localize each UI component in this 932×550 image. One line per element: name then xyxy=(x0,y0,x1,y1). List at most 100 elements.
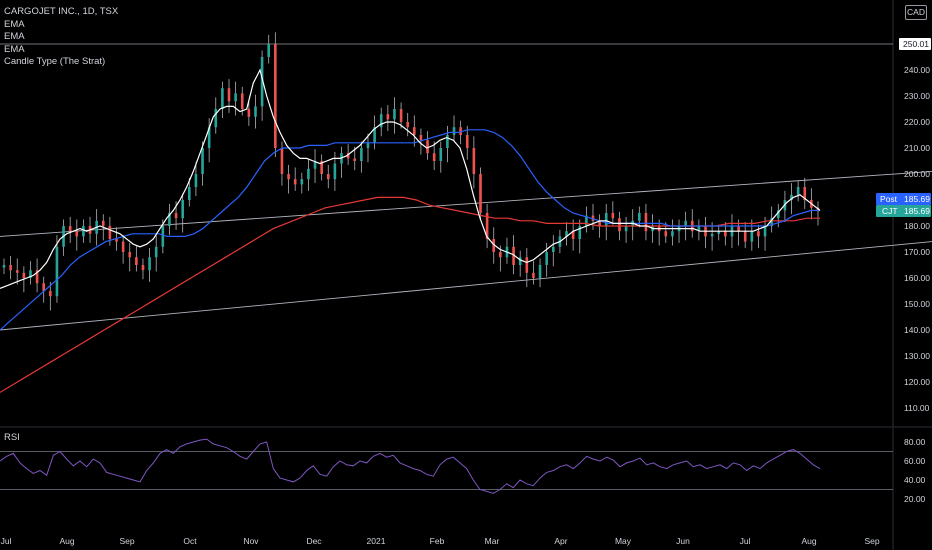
candle-body xyxy=(439,148,443,161)
candle-body xyxy=(247,109,251,117)
candle-body xyxy=(221,88,224,109)
candle-body xyxy=(148,257,151,271)
price-label-cjt-name: CJT xyxy=(882,206,898,216)
candle-body xyxy=(796,187,800,195)
candle-body xyxy=(346,153,350,159)
price-tick-label: 170.00 xyxy=(904,247,930,257)
candle-body xyxy=(2,265,6,268)
ema-mid-line xyxy=(0,129,820,331)
candle-body xyxy=(419,135,423,141)
price-label-post-name: Post xyxy=(880,194,898,204)
candle-body xyxy=(22,272,26,278)
candle-body xyxy=(776,210,780,219)
candle-body xyxy=(393,109,396,120)
candle-body xyxy=(399,109,403,122)
candle-body xyxy=(710,233,714,237)
time-tick-label: Sep xyxy=(864,536,879,546)
time-tick-label: Mar xyxy=(485,536,500,546)
rsi-tick-label: 60.00 xyxy=(904,456,926,466)
price-label-high-bg xyxy=(899,37,931,50)
candle-body xyxy=(485,213,489,239)
price-tick-label: 240.00 xyxy=(904,65,930,75)
legend-ema-1[interactable]: EMA xyxy=(4,18,25,30)
candle-body xyxy=(565,231,568,237)
ema-fast-line xyxy=(0,68,821,289)
candle-body xyxy=(161,226,165,247)
rsi-line xyxy=(0,438,821,494)
price-label-post-bg xyxy=(876,193,931,205)
candle-body xyxy=(333,163,337,180)
candle-body xyxy=(803,187,807,200)
legend-symbol[interactable]: CARGOJET INC., 1D, TSX xyxy=(4,6,119,17)
candle-body xyxy=(55,246,59,297)
candle-body xyxy=(671,231,674,237)
time-tick-label: 2021 xyxy=(367,536,386,546)
candle-body xyxy=(201,148,204,174)
time-tick-label: Feb xyxy=(430,536,445,546)
candle-body xyxy=(684,220,687,226)
time-tick-label: Apr xyxy=(554,536,567,546)
time-tick-label: May xyxy=(615,536,632,546)
candle-body xyxy=(260,57,264,107)
candle-body xyxy=(757,231,760,237)
candle-body xyxy=(545,252,548,265)
price-label-high: 250.01 xyxy=(903,39,929,49)
candle-body xyxy=(697,226,701,232)
candle-body xyxy=(128,252,132,258)
candle-body xyxy=(724,231,727,237)
legend-ema-2[interactable]: EMA xyxy=(4,31,25,42)
candle-body xyxy=(75,231,79,237)
candle-body xyxy=(214,109,218,128)
candle-body xyxy=(664,231,668,237)
candle-body xyxy=(300,179,304,185)
time-tick-label: Oct xyxy=(183,536,197,546)
candle-body xyxy=(571,231,575,239)
candle-body xyxy=(121,241,125,252)
candle-body xyxy=(188,187,191,200)
candle-body xyxy=(227,88,231,102)
ema-slow-line xyxy=(0,196,820,393)
rsi-legend[interactable]: RSI xyxy=(4,432,20,443)
candle-body xyxy=(499,252,502,258)
candle-body xyxy=(9,265,12,271)
candle-body xyxy=(168,213,171,226)
candle-body xyxy=(578,226,582,239)
candle-body xyxy=(207,127,211,148)
currency-badge[interactable]: CAD xyxy=(905,5,927,20)
legend-candle-type[interactable]: Candle Type (The Strat) xyxy=(4,56,106,67)
candle-body xyxy=(790,194,793,200)
candle-body xyxy=(267,44,271,57)
price-tick-label: 180.00 xyxy=(904,221,930,231)
candle-body xyxy=(115,239,118,242)
rsi-tick-label: 40.00 xyxy=(904,475,926,485)
candle-body xyxy=(472,148,476,174)
candle-body xyxy=(320,161,323,174)
time-tick-label: Aug xyxy=(59,536,74,546)
candle-body xyxy=(49,291,52,297)
candle-body xyxy=(68,226,72,232)
candle-body xyxy=(101,220,105,226)
candle-body xyxy=(591,215,595,221)
candle-body xyxy=(406,122,409,128)
legend-ema-3[interactable]: EMA xyxy=(4,43,25,55)
candle-body xyxy=(432,153,436,161)
candle-body xyxy=(108,226,112,239)
candle-body xyxy=(353,158,357,161)
rsi-tick-label: 20.00 xyxy=(904,494,926,504)
time-tick-label: Jun xyxy=(676,536,690,546)
candle-body xyxy=(512,246,515,265)
candle-body xyxy=(287,174,290,180)
candle-body xyxy=(743,231,747,242)
candle-body xyxy=(141,265,145,271)
chart-legend: CARGOJET INC., 1D, TSX EMA EMA EMA Candl… xyxy=(4,6,118,69)
candle-body xyxy=(452,127,456,135)
candle-body xyxy=(181,200,184,219)
candle-body xyxy=(459,127,462,135)
candle-body xyxy=(280,148,284,174)
candle-body xyxy=(465,135,469,148)
candle-body xyxy=(479,174,482,213)
time-tick-label: Sep xyxy=(119,536,134,546)
candle-body xyxy=(313,161,317,169)
price-tick-label: 200.00 xyxy=(904,169,930,179)
